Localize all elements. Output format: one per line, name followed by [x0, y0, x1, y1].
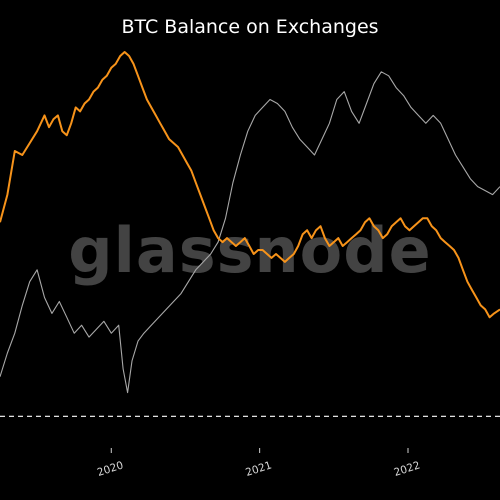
watermark-logo: glassnode: [68, 214, 431, 287]
x-tick-label-2: 2022: [393, 459, 422, 479]
x-tick-label-1: 2021: [244, 459, 273, 479]
series-line-1: [0, 71, 500, 394]
chart-title: BTC Balance on Exchanges: [121, 16, 379, 38]
x-tick-label-0: 2020: [96, 459, 125, 479]
series-line-0: [0, 51, 500, 319]
